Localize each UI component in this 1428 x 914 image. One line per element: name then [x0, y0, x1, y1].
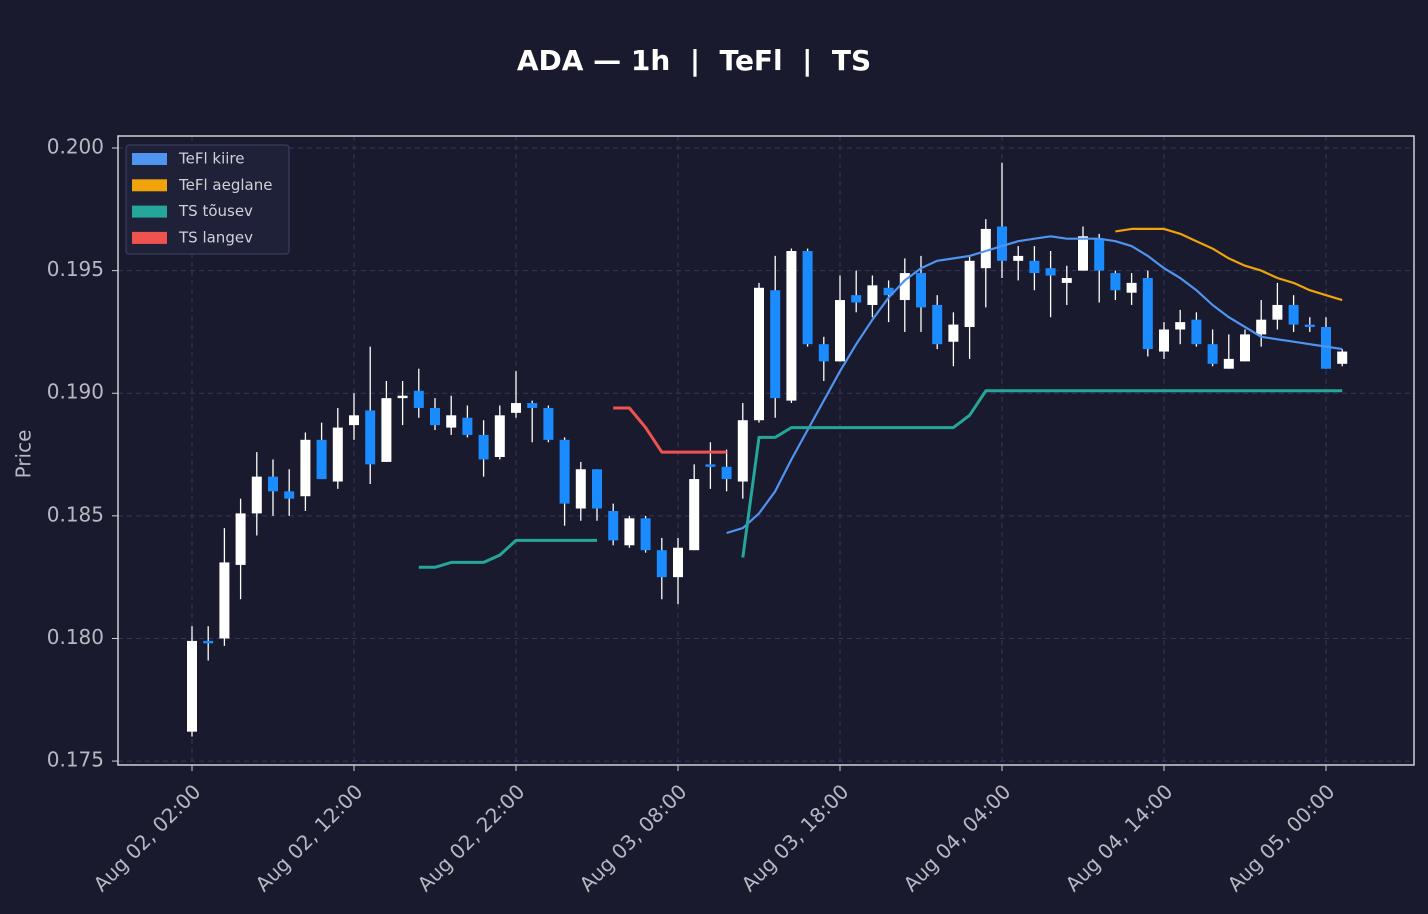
candle-body: [980, 228, 991, 269]
candle-body: [997, 226, 1007, 261]
candle-body: [349, 415, 359, 426]
plot-frame: [117, 135, 1415, 766]
candle-body: [1078, 236, 1088, 271]
candle-body: [300, 439, 311, 497]
candle-body: [802, 251, 813, 345]
y-axis-label: Price: [12, 430, 36, 479]
candle-body: [511, 403, 521, 413]
candle-body: [1013, 255, 1024, 261]
candle-body: [268, 476, 278, 492]
candle-body: [527, 403, 538, 408]
legend-swatch: [132, 205, 167, 218]
candle-body: [251, 476, 262, 514]
candle-body: [608, 510, 619, 541]
candle-body: [1207, 344, 1218, 364]
candle-body: [1029, 260, 1040, 274]
candle-body: [1337, 351, 1348, 364]
candle-body: [203, 640, 214, 644]
candle-body: [916, 273, 926, 308]
candle-body: [1159, 329, 1169, 352]
legend-swatch: [132, 231, 167, 244]
legend-swatch: [132, 179, 167, 192]
candle-body: [559, 439, 570, 504]
y-tick-label: 0.185: [47, 502, 104, 526]
candle-body: [235, 513, 246, 565]
candle-body: [316, 439, 327, 480]
candle-body: [673, 547, 683, 578]
candle-body: [575, 469, 586, 509]
indicator-line: [418, 389, 1343, 569]
candle-body: [1142, 277, 1153, 350]
candle-body: [397, 395, 408, 399]
y-tick-label: 0.195: [47, 257, 104, 281]
candle-body: [1126, 282, 1137, 293]
candle-body: [1321, 327, 1331, 369]
candle-body: [1110, 273, 1121, 291]
legend-box: [125, 144, 290, 255]
legend-label: TS tõusev: [178, 202, 253, 220]
candle-body: [1045, 268, 1056, 276]
candle-body: [430, 407, 440, 426]
candle-body: [689, 479, 700, 551]
candle-body: [1272, 304, 1283, 320]
candle-body: [332, 427, 343, 482]
candle-body: [1240, 334, 1250, 362]
candle-body: [413, 390, 424, 408]
legend-label: TeFl kiire: [178, 150, 245, 168]
candle-body: [381, 398, 392, 462]
candle-body: [219, 562, 230, 639]
candle-body: [1191, 319, 1202, 345]
candle-body: [899, 273, 910, 301]
candle-body: [1061, 277, 1072, 283]
y-tick-label: 0.180: [47, 625, 104, 649]
candle-body: [656, 550, 667, 578]
candle-body: [478, 434, 489, 460]
candle-body: [705, 464, 716, 467]
legend-swatch: [132, 153, 167, 165]
candle-body: [721, 466, 732, 480]
candle-body: [284, 491, 295, 499]
candle-body: [1175, 322, 1186, 330]
chart-title: ADA — 1h | TeFl | TS: [517, 44, 871, 77]
candle-body: [964, 260, 975, 328]
candle-body: [365, 410, 376, 465]
candle-body: [1288, 304, 1299, 325]
candle-body: [883, 287, 894, 296]
candle-body: [494, 415, 505, 457]
candle-body: [1223, 358, 1234, 369]
candle-body: [851, 295, 862, 303]
indicator-line: [613, 406, 727, 454]
indicator-line: [1115, 227, 1343, 302]
y-tick-label: 0.190: [47, 380, 104, 404]
candle-body: [818, 344, 829, 362]
candle-body: [1094, 238, 1105, 271]
legend-label: TS langev: [178, 228, 253, 246]
candle-body: [948, 324, 959, 342]
candle-body: [737, 420, 748, 482]
candle-body: [1304, 324, 1315, 328]
candle-body: [754, 287, 764, 421]
candle-body: [786, 251, 797, 401]
candle-body: [543, 407, 554, 440]
y-tick-label: 0.175: [47, 748, 104, 772]
candle-body: [932, 304, 943, 345]
indicator-line: [726, 235, 1343, 535]
candle-body: [835, 300, 845, 362]
candle-body: [446, 415, 457, 428]
candle-body: [770, 290, 781, 399]
legend-label: TeFl aeglane: [178, 176, 272, 194]
candle-body: [1256, 319, 1267, 335]
y-tick-label: 0.200: [47, 135, 104, 159]
plot-marks: [187, 162, 1348, 737]
legend: TeFl kiire TeFl aeglane TS tõusev TS langev: [125, 144, 290, 255]
candle-body: [462, 417, 473, 435]
candle-body: [592, 469, 602, 509]
candle-body: [640, 518, 651, 551]
candle-body: [867, 285, 878, 305]
candle-body: [624, 518, 635, 546]
candle-body: [187, 640, 197, 732]
